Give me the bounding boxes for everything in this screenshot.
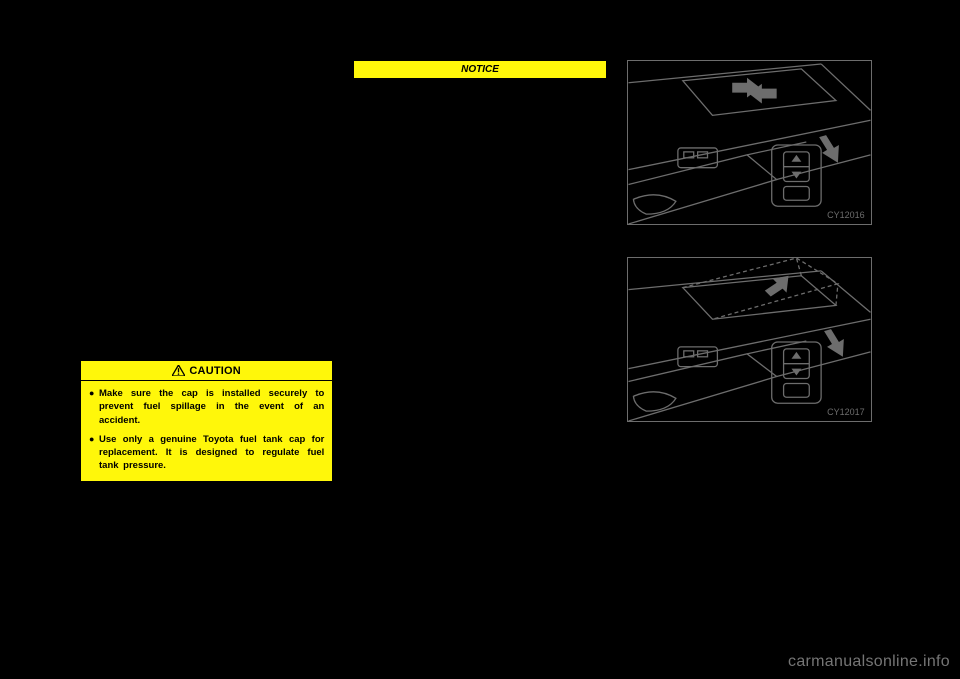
manual-page: CAUTION ● Make sure the cap is installed… [80,60,880,620]
moonroof-tilt-illustration [628,258,871,421]
notice-label: NOTICE [461,64,499,75]
caution-box: CAUTION ● Make sure the cap is installed… [80,360,333,482]
bullet-icon: ● [89,433,99,473]
caution-header: CAUTION [81,361,332,381]
caution-text: Use only a genuine Toyota fuel tank cap … [99,433,324,473]
column-middle: NOTICE [353,60,606,620]
figure-label: CY12017 [827,407,865,417]
bullet-icon: ● [89,387,99,427]
column-right: CY12016 [627,60,880,620]
caution-body: ● Make sure the cap is installed securel… [81,381,332,481]
column-left: CAUTION ● Make sure the cap is installed… [80,60,333,620]
moonroof-slide-illustration [628,61,871,224]
caution-text: Make sure the cap is installed securely … [99,387,324,427]
notice-box: NOTICE [353,60,606,79]
caution-item: ● Make sure the cap is installed securel… [89,387,324,427]
watermark: carmanualsonline.info [788,653,950,671]
figure-moonroof-slide: CY12016 [627,60,872,225]
figure-moonroof-tilt: CY12017 [627,257,872,422]
caution-title: CAUTION [189,365,241,377]
caution-item: ● Use only a genuine Toyota fuel tank ca… [89,433,324,473]
figure-label: CY12016 [827,210,865,220]
warning-triangle-icon [172,365,185,376]
